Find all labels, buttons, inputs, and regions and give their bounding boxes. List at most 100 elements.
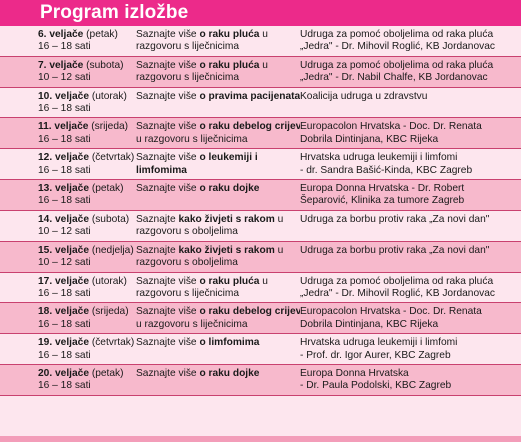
topic-cell: Saznajte više o raku debelog crijeva u ra… [136, 302, 300, 335]
day-label: (utorak) [88, 275, 127, 287]
organizer-line2: - dr. Sandra Bašić-Kinda, KBC Zagreb [300, 164, 473, 176]
date-cell: 10. veljače (utorak) 16 – 18 sati [0, 87, 136, 119]
organizer-line2: - Prof. dr. Igor Aurer, KBC Zagreb [300, 349, 451, 361]
schedule-row: 15. veljače (nedjelja) 10 – 12 sati Saznaj… [0, 241, 521, 273]
topic-prefix: Saznajte više [136, 306, 200, 318]
schedule-row: 20. veljače (petak) 16 – 18 sati Saznajte … [0, 364, 521, 396]
organizer-line1: Koalicija udruga u zdravstvu [300, 90, 428, 102]
organizer-line1: Hrvatska udruga leukemiji i limfomi [300, 152, 458, 164]
topic-line2: razgovoru s liječnicima [136, 41, 240, 53]
schedule-row: 6. veljače (petak) 16 – 18 sati Saznajte v… [0, 26, 521, 57]
organizer-line1: Udruga za borbu protiv raka „Za novi dan… [300, 213, 490, 225]
time-label: 16 – 18 sati [38, 380, 91, 392]
schedule-row: 10. veljače (utorak) 16 – 18 sati Saznajte… [0, 87, 521, 119]
organizer-line2: „Jedra" - Dr. Mihovil Roglić, KB Jordano… [300, 287, 495, 299]
topic-cell: Saznajte više o leukemiji i limfomima [136, 148, 300, 181]
topic-line2: u razgovoru s liječnicima [136, 133, 248, 145]
topic-suffix: u [259, 29, 268, 40]
organizer-line1: Udruga za pomoć oboljelima od raka pluća [300, 275, 494, 287]
topic-line2: u razgovoru s liječnicima [136, 318, 248, 330]
date-cell: 18. veljače (srijeda) 16 – 18 sati [0, 302, 136, 335]
topic-line2: razgovoru s liječnicima [136, 72, 240, 84]
topic-prefix: Saznajte [136, 244, 179, 256]
day-label: (četvrtak) [88, 152, 135, 164]
time-label: 16 – 18 sati [38, 164, 91, 176]
topic-highlight: o raku debelog crijeva [199, 121, 300, 133]
topic-highlight: o raku dojke [199, 183, 260, 195]
program-title: Program izložbe [40, 2, 189, 23]
day-label: (petak) [88, 367, 124, 379]
topic-highlight: o leukemiji i [199, 152, 258, 164]
footer-bar [0, 436, 521, 442]
time-label: 16 – 18 sati [38, 103, 91, 115]
day-label: (utorak) [88, 90, 127, 102]
topic-line2: limfomima [136, 164, 187, 176]
schedule-table: 6. veljače (petak) 16 – 18 sati Saznajte v… [0, 26, 521, 396]
topic-highlight: o raku pluća [199, 59, 260, 71]
time-label: 16 – 18 sati [38, 349, 91, 361]
topic-cell: Saznajte više o raku pluća u razgovoru s … [136, 26, 300, 57]
date-cell: 6. veljače (petak) 16 – 18 sati [0, 26, 136, 57]
topic-highlight: o raku pluća [199, 275, 260, 287]
organizer-line2: „Jedra" - Dr. Nabil Chalfe, KB Jordanova… [300, 72, 488, 84]
organizer-cell: Koalicija udruga u zdravstvu [300, 87, 521, 119]
organizer-line1: Udruga za borbu protiv raka „Za novi dan… [300, 244, 490, 256]
schedule-row: 11. veljače (srijeda) 16 – 18 sati Saznajt… [0, 117, 521, 150]
date-cell: 19. veljače (četvrtak) 16 – 18 sati [0, 333, 136, 365]
organizer-line2: Dobrila Dintinjana, KBC Rijeka [300, 318, 439, 330]
time-label: 16 – 18 sati [38, 195, 91, 207]
organizer-line1: Europacolon Hrvatska - Doc. Dr. Renata [300, 121, 482, 133]
day-label: (četvrtak) [88, 337, 135, 349]
day-label: (subota) [83, 59, 124, 71]
organizer-cell: Europacolon Hrvatska - Doc. Dr. Renata Do… [300, 302, 521, 335]
organizer-cell: Udruga za pomoć oboljelima od raka pluća… [300, 26, 521, 57]
organizer-line2: Dobrila Dintinjana, KBC Rijeka [300, 133, 439, 145]
schedule-row: 7. veljače (subota) 10 – 12 sati Saznajte … [0, 56, 521, 88]
topic-line2: razgovoru s oboljelima [136, 226, 238, 238]
time-label: 10 – 12 sati [38, 72, 91, 84]
organizer-line1: Udruga za pomoć oboljelima od raka pluća [300, 59, 494, 71]
date-cell: 15. veljače (nedjelja) 10 – 12 sati [0, 241, 136, 273]
topic-suffix: u [274, 213, 284, 225]
organizer-line1: Europacolon Hrvatska - Doc. Dr. Renata [300, 306, 482, 318]
date-cell: 14. veljače (subota) 10 – 12 sati [0, 210, 136, 242]
day-label: (srijeda) [88, 306, 129, 318]
date-label: 12. veljače [38, 152, 89, 164]
organizer-line2: Šeparović, Klinika za tumore Zagreb [300, 195, 465, 207]
time-label: 16 – 18 sati [38, 41, 91, 53]
organizer-line2: - Dr. Paula Podolski, KBC Zagreb [300, 380, 452, 392]
topic-suffix: u [259, 275, 268, 287]
organizer-cell: Udruga za borbu protiv raka „Za novi dan… [300, 241, 521, 273]
date-label: 20. veljače [38, 367, 89, 379]
date-label: 6. veljače [38, 29, 84, 40]
topic-prefix: Saznajte više [136, 90, 200, 102]
date-cell: 7. veljače (subota) 10 – 12 sati [0, 56, 136, 88]
date-label: 19. veljače [38, 337, 89, 349]
topic-cell: Saznajte više o raku pluća u razgovoru s … [136, 56, 300, 88]
topic-prefix: Saznajte [136, 213, 179, 225]
date-label: 17. veljače [38, 275, 89, 287]
organizer-cell: Europacolon Hrvatska - Doc. Dr. Renata Do… [300, 117, 521, 150]
topic-highlight: o pravima pacijenata [199, 90, 300, 102]
organizer-cell: Udruga za borbu protiv raka „Za novi dan… [300, 210, 521, 242]
topic-prefix: Saznajte više [136, 59, 200, 71]
date-cell: 12. veljače (četvrtak) 16 – 18 sati [0, 148, 136, 181]
time-label: 16 – 18 sati [38, 287, 91, 299]
day-label: (srijeda) [88, 121, 129, 133]
topic-highlight: o limfomima [199, 337, 260, 349]
topic-cell: Saznajte kako živjeti s rakom u razgovoru… [136, 241, 300, 273]
date-label: 11. veljače [38, 121, 89, 133]
schedule-row: 18. veljače (srijeda) 16 – 18 sati Saznajt… [0, 302, 521, 335]
topic-suffix: u [274, 244, 284, 256]
date-label: 13. veljače [38, 183, 89, 195]
time-label: 10 – 12 sati [38, 257, 91, 269]
topic-line2: razgovoru s oboljelima [136, 257, 238, 269]
topic-suffix: u [259, 59, 268, 71]
topic-line2: razgovoru s liječnicima [136, 287, 240, 299]
schedule-row: 17. veljače (utorak) 16 – 18 sati Saznajte… [0, 272, 521, 304]
topic-highlight: o raku dojke [199, 367, 260, 379]
organizer-line1: Hrvatska udruga leukemiji i limfomi [300, 337, 458, 349]
organizer-cell: Udruga za pomoć oboljelima od raka pluća… [300, 56, 521, 88]
date-cell: 11. veljače (srijeda) 16 – 18 sati [0, 117, 136, 150]
